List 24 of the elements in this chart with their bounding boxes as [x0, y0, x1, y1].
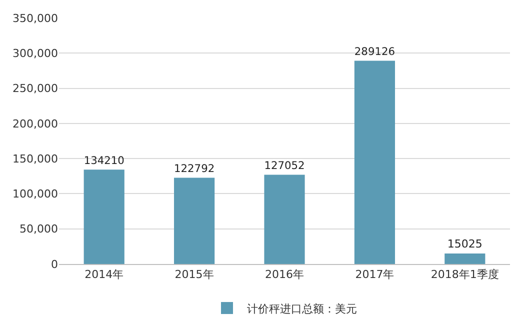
- data-label: 289126: [354, 44, 396, 58]
- y-tick-label: 250,000: [12, 82, 58, 96]
- y-tick-label: 300,000: [12, 46, 58, 60]
- x-tick-label: 2016年: [265, 268, 304, 282]
- bar: [444, 253, 486, 264]
- legend-label: 计价秤进口总额：美元: [247, 302, 357, 316]
- x-tick-label: 2018年1季度: [430, 268, 499, 282]
- x-tick-label: 2017年: [355, 268, 394, 282]
- y-tick-label: 100,000: [12, 188, 58, 201]
- y-tick-label: 0: [51, 258, 58, 271]
- data-label: 134210: [84, 154, 125, 167]
- data-label: 127052: [264, 158, 305, 172]
- data-label: 122792: [174, 162, 215, 175]
- bar: [84, 170, 124, 264]
- x-tick-label: 2015年: [174, 268, 214, 282]
- bar: [174, 178, 215, 264]
- y-tick-label: 50,000: [20, 222, 58, 236]
- y-tick-label: 200,000: [12, 117, 58, 130]
- x-tick-label: 2014年: [84, 268, 124, 282]
- y-tick-label: 150,000: [12, 152, 58, 166]
- bar: [264, 174, 305, 264]
- data-label: 15025: [447, 237, 482, 250]
- bar: [354, 60, 395, 264]
- y-tick-label: 350,000: [12, 12, 58, 25]
